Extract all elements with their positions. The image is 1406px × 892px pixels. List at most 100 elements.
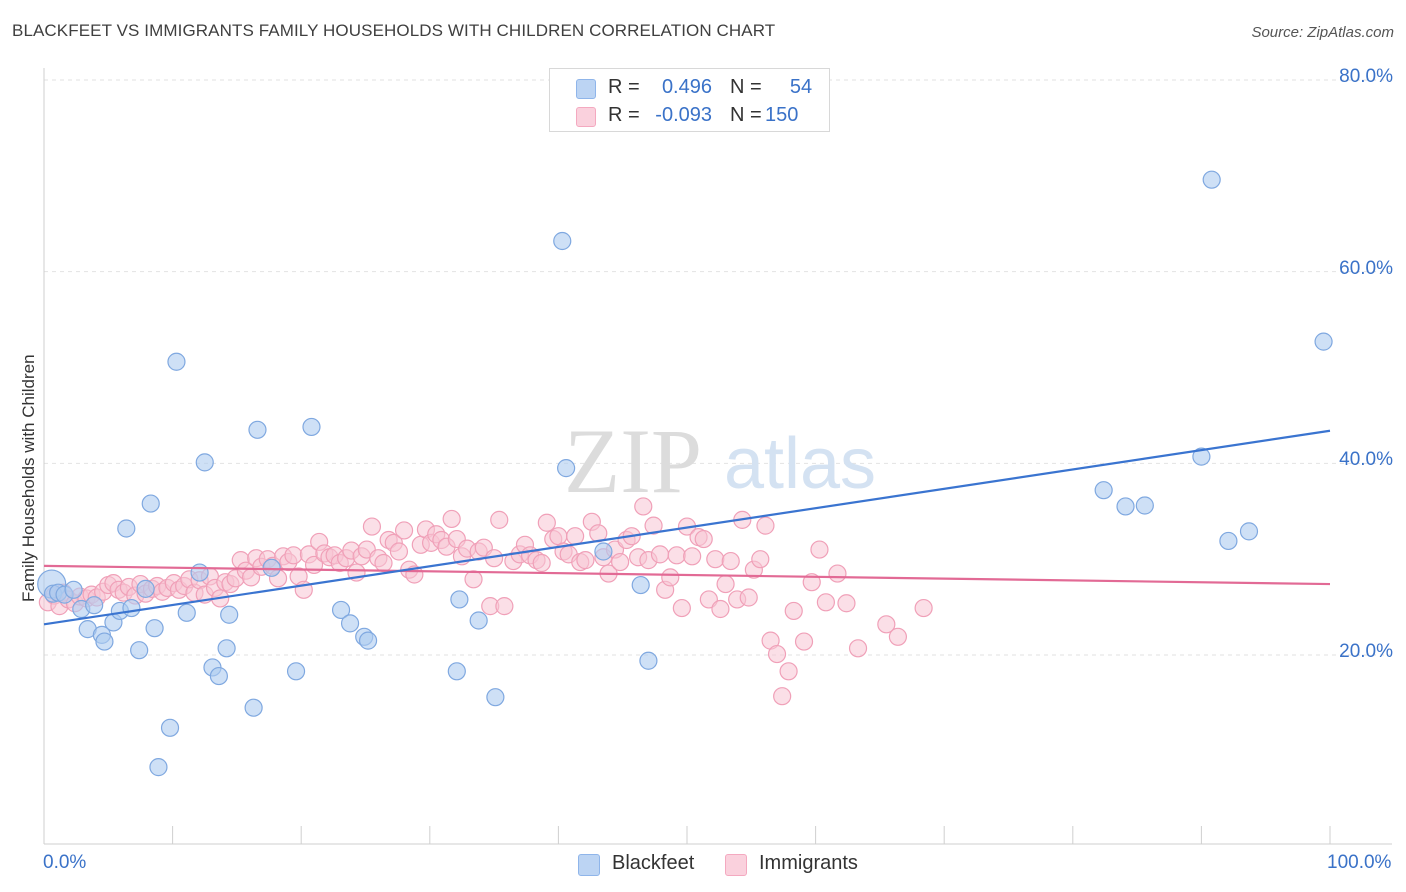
immigrants-point [888,627,908,646]
blackfeet-point [130,641,149,660]
blackfeet-point [248,420,267,439]
blackfeet-point [1135,496,1154,515]
blackfeet-point [85,596,104,615]
immigrants-point [537,513,556,532]
watermark-atlas: atlas [724,424,876,504]
blackfeet-swatch-icon [576,79,596,99]
blackfeet-point [190,563,209,582]
immigrants-point [394,521,414,540]
immigrants-point [779,662,798,681]
blackfeet-point [331,600,351,620]
legend-row-blackfeet: R = 0.496 N = 54 [550,73,829,101]
blackfeet-point [557,459,576,478]
immigrants-point [566,527,585,546]
legend-r-label: R = [608,104,640,126]
immigrants-point [756,516,775,535]
immigrants-point [650,545,670,564]
axes [43,68,1392,845]
trend-lines [43,429,1331,626]
blackfeet-point [1192,447,1211,466]
blackfeet-point [1239,522,1259,541]
legend-n-value: 54 [789,76,813,98]
blackfeet-point [631,575,650,595]
immigrants-point [611,552,630,572]
blackfeet-point [594,542,613,561]
immigrants-point [739,588,758,607]
blackfeet-point [1116,497,1135,516]
immigrants-point [464,570,483,589]
immigrants-point [683,547,702,566]
blackfeet-point [122,598,141,618]
blackfeet-point [177,603,196,622]
x-tick-max: 100.0% [1327,852,1392,873]
stats-legend: R = 0.496 N = 54 R = -0.093 N = 150 [549,68,830,132]
immigrants-point [490,510,509,529]
immigrants-point [644,516,663,535]
immigrants-point [877,615,896,634]
immigrants-point [767,644,787,664]
legend-n-value: 150 [765,104,799,126]
legend-r-value: 0.496 [661,76,712,98]
immigrants-point [773,687,792,706]
blackfeet-point [639,651,658,670]
blackfeet-point [262,558,281,577]
blackfeet-point [244,698,263,717]
blackfeet-point [167,352,186,371]
x-tick-min: 0.0% [43,852,87,873]
immigrants-point [784,601,803,621]
blackfeet-point [64,580,83,599]
blackfeet-point [1219,531,1238,551]
immigrants-point [532,553,551,573]
immigrants-point [667,546,686,565]
immigrants-point [374,553,393,573]
immigrants-point [442,509,461,529]
immigrants-point [549,527,568,546]
blackfeet-point [486,688,505,707]
immigrants-point [389,542,409,561]
y-tick-label: 40.0% [1339,449,1393,471]
blackfeet-point [340,614,360,633]
legend-r-label: R = [608,76,640,98]
immigrants-point [828,564,847,583]
immigrants-point [661,568,680,587]
blackfeet-point [286,662,306,681]
immigrants-swatch-icon [576,107,596,127]
blackfeet-point [450,590,469,609]
blackfeet-point [358,631,378,650]
blackfeet-point [1314,332,1333,351]
immigrants-point [711,599,730,619]
immigrants-point [816,593,835,612]
immigrants-point [706,550,725,569]
immigrants-point [837,594,856,613]
legend-n-label: N = [730,76,762,98]
immigrants-point [802,573,821,592]
immigrants-point [495,597,514,616]
blackfeet-point [469,611,488,630]
blackfeet-point [302,417,321,437]
immigrants-series [38,497,933,706]
blackfeet-point [217,639,236,658]
y-tick-label: 60.0% [1339,257,1393,279]
blackfeet-point [149,758,168,777]
immigrants-point [362,517,382,536]
immigrants-point [694,529,713,549]
y-tick-label: 80.0% [1339,66,1393,87]
immigrants-point [716,574,735,594]
immigrants-point [721,551,740,571]
watermark: ZIP atlas [564,410,876,512]
immigrants-point [848,639,868,658]
blackfeet-point [117,519,136,538]
immigrants-point [810,540,829,559]
blackfeet-point [209,666,228,686]
watermark-zip: ZIP [564,410,702,512]
immigrants-point [576,551,595,570]
immigrants-point [672,598,691,618]
blackfeet-point [1094,481,1113,500]
blackfeet-point [141,494,160,513]
legend-label-blackfeet: Blackfeet [612,852,695,874]
chart-title: BLACKFEET VS IMMIGRANTS FAMILY HOUSEHOLD… [12,21,776,40]
immigrants-point [284,546,303,565]
blackfeet-point [1202,170,1221,189]
legend-n-label: N = [730,104,762,126]
